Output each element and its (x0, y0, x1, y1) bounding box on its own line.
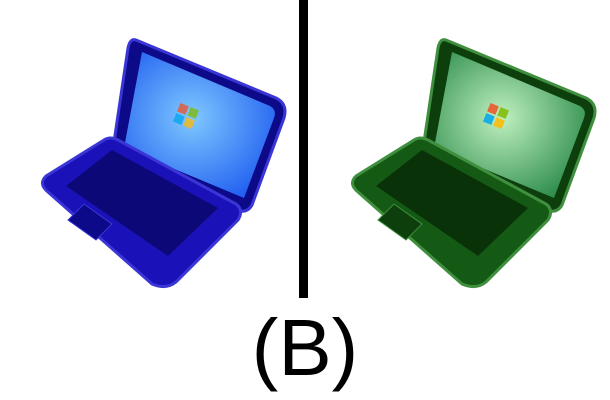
laptop-screen (434, 52, 585, 198)
windows-logo (172, 102, 200, 130)
laptop-icon-green (351, 38, 597, 289)
figure-caption: (B) (251, 303, 359, 392)
laptop-icon-blue (41, 38, 287, 289)
laptop-screen (124, 52, 275, 198)
laptop-keyboard (66, 150, 218, 256)
laptop-keyboard (376, 150, 528, 256)
divider-line (299, 0, 308, 298)
windows-logo (482, 102, 510, 130)
laptop-touchpad (377, 203, 423, 241)
laptop-touchpad (67, 203, 113, 241)
